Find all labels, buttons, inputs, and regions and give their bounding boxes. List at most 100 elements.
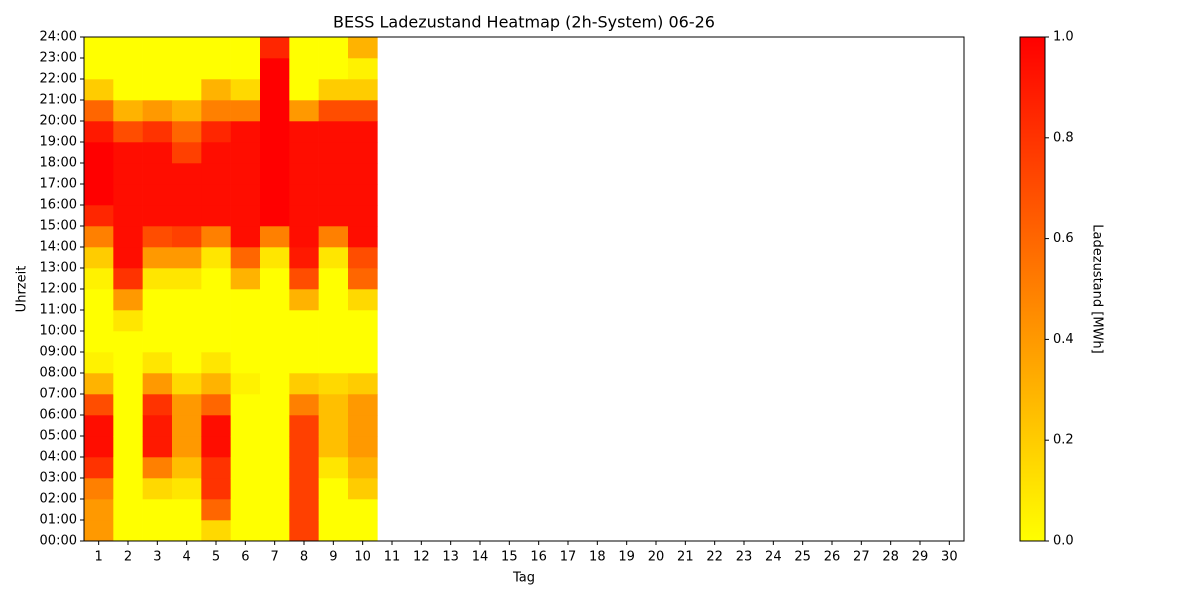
heatmap-cell xyxy=(289,331,319,353)
heatmap-cell xyxy=(260,37,290,59)
heatmap-cell xyxy=(113,58,143,80)
heatmap-cell xyxy=(348,289,378,311)
heatmap-cell xyxy=(260,247,290,269)
heatmap-cell xyxy=(318,58,349,80)
heatmap-cell xyxy=(230,100,261,122)
heatmap-cell xyxy=(348,352,378,374)
heatmap-cell xyxy=(113,331,143,353)
y-tick-label: 09:00 xyxy=(40,345,77,360)
heatmap-cell xyxy=(201,457,231,479)
heatmap-cell xyxy=(201,58,231,80)
heatmap-cell xyxy=(289,352,319,374)
heatmap-cell xyxy=(348,79,378,101)
heatmap-cell xyxy=(172,268,202,290)
heatmap-cell xyxy=(318,142,349,164)
heatmap-cell xyxy=(318,226,349,248)
heatmap-cell xyxy=(84,352,114,374)
heatmap-cell xyxy=(230,37,261,59)
heatmap-cell xyxy=(113,268,143,290)
heatmap-cell xyxy=(113,289,143,311)
heatmap-cell xyxy=(172,499,202,521)
heatmap-cell xyxy=(260,79,290,101)
heatmap-cell xyxy=(318,457,349,479)
heatmap-cell xyxy=(230,268,261,290)
heatmap-cell xyxy=(289,499,319,521)
heatmap-cell xyxy=(113,247,143,269)
heatmap-cell xyxy=(142,58,173,80)
heatmap-cell xyxy=(348,142,378,164)
heatmap-cell xyxy=(289,394,319,416)
heatmap-cell xyxy=(289,415,319,437)
heatmap-cell xyxy=(318,205,349,227)
chart-title: BESS Ladezustand Heatmap (2h-System) 06-… xyxy=(333,13,715,32)
heatmap-cell xyxy=(84,394,114,416)
heatmap-cell xyxy=(230,394,261,416)
heatmap-cell xyxy=(348,205,378,227)
heatmap-cell xyxy=(260,205,290,227)
heatmap-cell xyxy=(142,142,173,164)
heatmap-cell xyxy=(84,184,114,206)
heatmap-cell xyxy=(142,352,173,374)
y-tick-label: 00:00 xyxy=(40,534,77,549)
heatmap-cell xyxy=(201,226,231,248)
y-tick-label: 07:00 xyxy=(40,387,77,402)
heatmap-cell xyxy=(289,163,319,185)
colorbar-tick-label: 0.8 xyxy=(1053,130,1074,145)
heatmap-cell xyxy=(289,37,319,59)
heatmap-cell xyxy=(318,373,349,395)
heatmap-cell xyxy=(201,142,231,164)
heatmap-cell xyxy=(260,142,290,164)
heatmap-cell xyxy=(172,331,202,353)
heatmap-cell xyxy=(142,79,173,101)
heatmap-cell xyxy=(230,226,261,248)
heatmap-cell xyxy=(113,499,143,521)
colorbar xyxy=(1019,36,1046,542)
heatmap-cell xyxy=(113,142,143,164)
heatmap-cell xyxy=(230,478,261,500)
heatmap-cell xyxy=(289,184,319,206)
heatmap-cell xyxy=(172,121,202,143)
y-tick-label: 22:00 xyxy=(40,72,77,87)
heatmap-cell xyxy=(318,310,349,332)
heatmap-cell xyxy=(260,121,290,143)
heatmap-cell xyxy=(201,352,231,374)
heatmap-cell xyxy=(230,415,261,437)
y-tick-label: 12:00 xyxy=(40,282,77,297)
heatmap-cell xyxy=(172,289,202,311)
heatmap-cell xyxy=(172,142,202,164)
heatmap-cell xyxy=(142,205,173,227)
y-axis-label: Uhrzeit xyxy=(15,266,30,313)
heatmap-cell xyxy=(348,58,378,80)
heatmap-cell xyxy=(172,163,202,185)
heatmap-cell xyxy=(172,58,202,80)
heatmap-cell xyxy=(318,436,349,458)
x-tick-label: 20 xyxy=(648,550,665,565)
heatmap-cell xyxy=(260,268,290,290)
heatmap-cell xyxy=(348,478,378,500)
heatmap-cell xyxy=(172,478,202,500)
heatmap-cell xyxy=(113,184,143,206)
heatmap-cell xyxy=(348,184,378,206)
heatmap-cell xyxy=(289,373,319,395)
heatmap-cell xyxy=(84,226,114,248)
heatmap-cell xyxy=(318,478,349,500)
heatmap-cell xyxy=(289,100,319,122)
heatmap-cell xyxy=(348,457,378,479)
heatmap-cell xyxy=(142,226,173,248)
heatmap-cell xyxy=(113,520,143,542)
heatmap-cell xyxy=(113,121,143,143)
heatmap-cell xyxy=(113,163,143,185)
x-tick-label: 23 xyxy=(736,550,753,565)
heatmap-cell xyxy=(289,310,319,332)
heatmap-cell xyxy=(142,121,173,143)
heatmap-cell xyxy=(318,415,349,437)
heatmap-cell xyxy=(201,163,231,185)
heatmap-cell xyxy=(289,58,319,80)
heatmap-cell xyxy=(172,352,202,374)
x-tick-label: 26 xyxy=(824,550,841,565)
heatmap-cell xyxy=(289,247,319,269)
heatmap-cell xyxy=(260,58,290,80)
heatmap-cell xyxy=(230,331,261,353)
heatmap-cell xyxy=(289,142,319,164)
